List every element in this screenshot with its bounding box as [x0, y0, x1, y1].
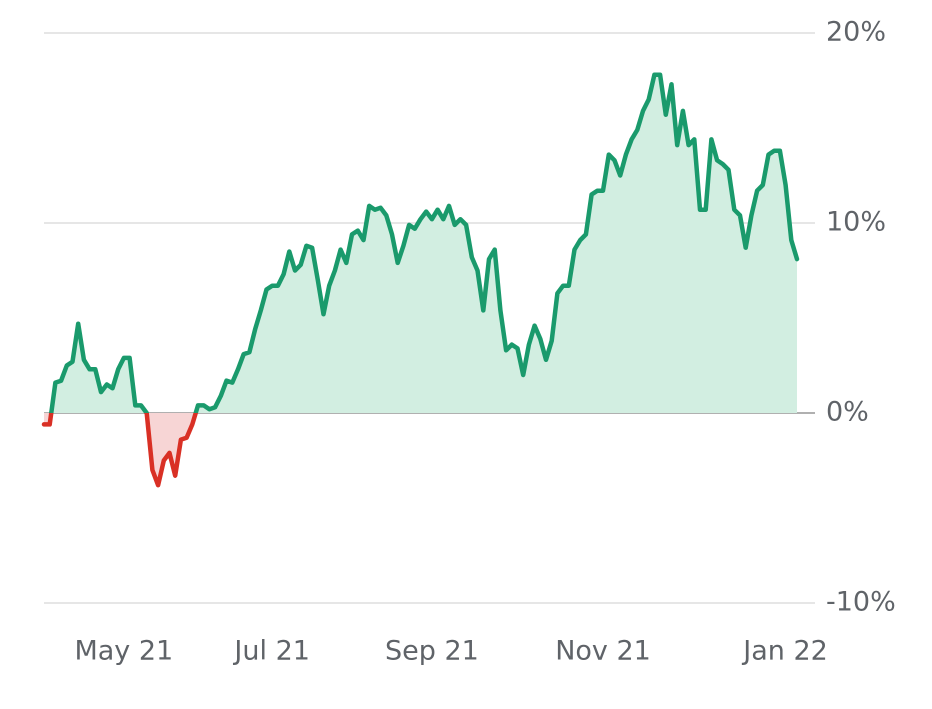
x-tick-label: Sep 21: [385, 636, 479, 667]
y-tick-label: 10%: [826, 207, 886, 238]
y-tick-label: 20%: [826, 17, 886, 48]
x-tick-label: May 21: [74, 636, 173, 667]
area: [44, 74, 797, 486]
x-tick-label: Jul 21: [232, 636, 310, 667]
y-tick-label: -10%: [826, 587, 896, 618]
x-tick-label: Nov 21: [555, 636, 651, 667]
x-tick-label: Jan 22: [741, 636, 828, 667]
y-tick-label: 0%: [826, 397, 869, 428]
line: [41, 72, 800, 488]
